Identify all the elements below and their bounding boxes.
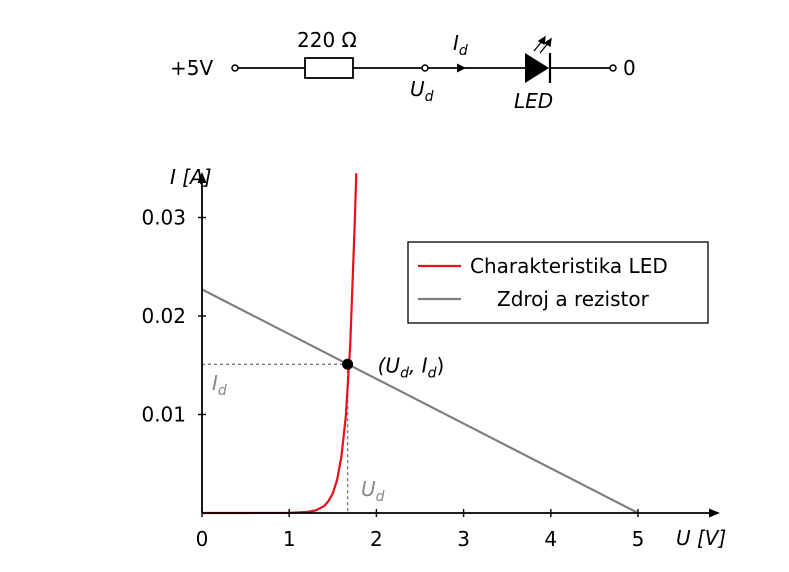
x-ticks: 0 1 2 3 4 5 (196, 509, 645, 551)
id-annotation: Id (212, 371, 227, 399)
y-tick-label: 0.03 (141, 206, 186, 230)
legend-box (407, 241, 709, 324)
node-ud (421, 64, 429, 72)
x-tick-label: 0 (196, 527, 209, 551)
resistor (304, 57, 354, 79)
current-arrow-icon (457, 63, 466, 73)
y-tick-label: 0.01 (141, 403, 186, 427)
ground-label: 0 (623, 56, 636, 80)
y-tick-label: 0.02 (141, 304, 186, 328)
ud-annotation: Ud (361, 477, 385, 505)
series-line-led (202, 173, 358, 515)
x-axis-label: U [V] (676, 526, 726, 550)
x-tick-label: 4 (544, 527, 557, 551)
source-label: +5V (170, 56, 213, 80)
y-axis-label: I [A] (170, 165, 212, 189)
series-line-source (201, 288, 639, 514)
circuit-schematic: +5V 220 Ω Ud Id LED 0 (170, 28, 636, 113)
x-tick-label: 3 (457, 527, 470, 551)
x-tick-label: 2 (370, 527, 383, 551)
x-axis-arrow-icon (709, 508, 720, 518)
diode-triangle-icon (525, 53, 549, 83)
light-emission-icon (533, 35, 552, 54)
x-tick-label: 5 (632, 527, 645, 551)
legend-label-led: Charakteristika LED (470, 254, 668, 278)
chart: 0 1 2 3 4 5 0.01 0.02 0.03 U [V] I [A] (Ud, Id)… (141, 165, 726, 551)
y-ticks: 0.01 0.02 0.03 (141, 206, 206, 427)
x-tick-label: 1 (283, 527, 296, 551)
y-axis-arrow-icon (197, 172, 207, 183)
diode-label: LED (514, 89, 553, 113)
source-terminal (231, 64, 239, 72)
operating-point-label: (Ud, Id) (378, 353, 445, 381)
operating-point-marker (342, 358, 354, 370)
legend-label-source: Zdroj a rezistor (497, 287, 650, 311)
resistor-label: 220 Ω (297, 28, 357, 52)
node-label: Ud (410, 77, 434, 105)
ground-terminal (609, 64, 617, 72)
operating-point-group: (Ud, Id) (342, 353, 444, 381)
series-layer (201, 173, 639, 515)
current-label: Id (453, 31, 468, 59)
legend: Charakteristika LED Zdroj a rezistor (407, 241, 709, 324)
